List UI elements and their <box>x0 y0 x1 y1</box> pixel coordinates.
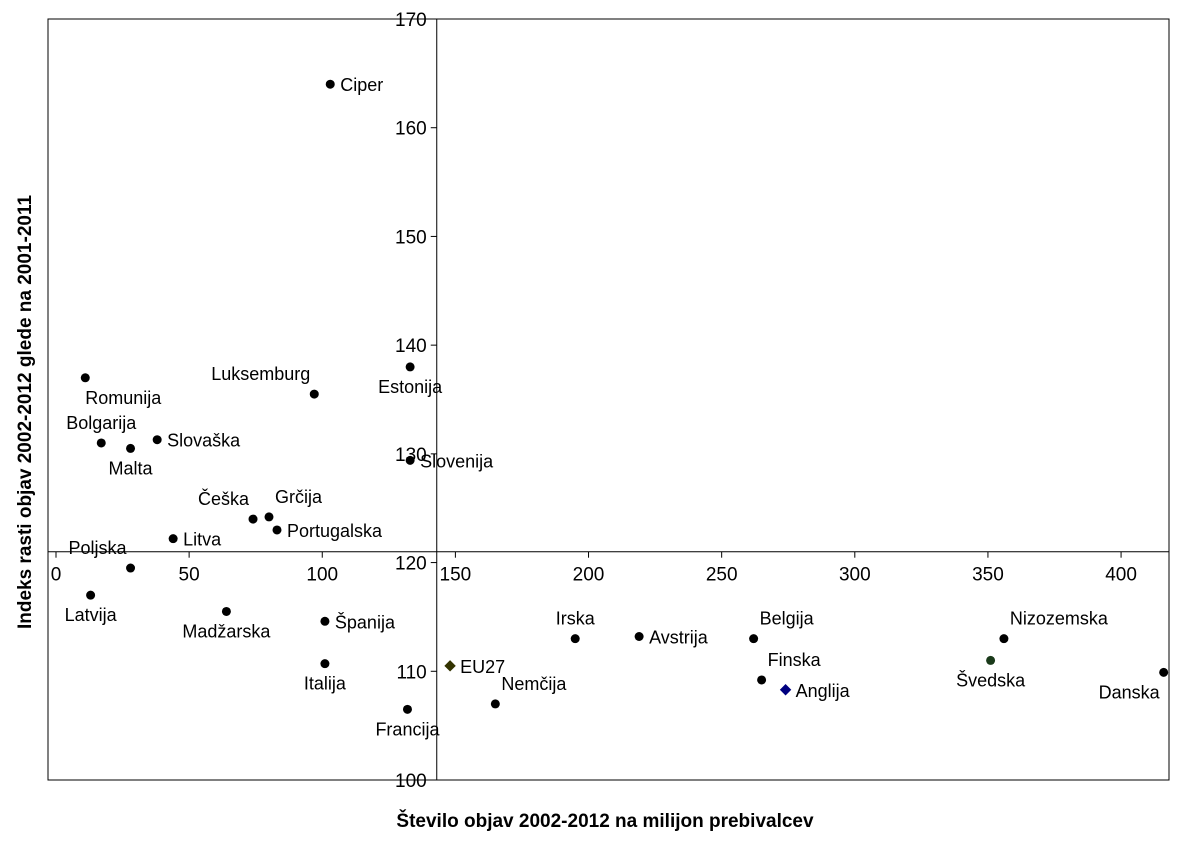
x-tick-label: 50 <box>179 565 200 586</box>
data-point-luksemburg <box>309 389 319 399</box>
data-label-eu27: EU27 <box>460 657 505 677</box>
data-label-ciper: Ciper <box>340 75 383 95</box>
data-label-litva: Litva <box>183 530 222 550</box>
data-point-svedska <box>986 655 996 665</box>
data-label-nemcija: Nemčija <box>501 674 567 694</box>
data-point-italija <box>320 659 330 669</box>
y-tick-label: 130 <box>395 445 427 466</box>
data-label-avstrija: Avstrija <box>649 627 709 647</box>
data-point-latvija <box>86 590 96 600</box>
data-point-irska <box>570 634 580 644</box>
data-point-spanija <box>320 616 330 626</box>
x-tick-label: 300 <box>839 565 871 586</box>
data-label-finska: Finska <box>768 650 822 670</box>
points-layer: Ciper Estonija Luksemburg Romunija Bolgarija… <box>65 75 1169 739</box>
y-tick-label: 160 <box>395 119 427 140</box>
data-point-avstrija <box>634 631 644 641</box>
y-tick-label: 110 <box>396 662 426 683</box>
data-point-finska <box>757 675 767 685</box>
data-label-estonija: Estonija <box>378 377 443 397</box>
data-point-romunija <box>80 373 90 383</box>
data-label-spanija: Španija <box>335 611 396 632</box>
data-point-grcija <box>264 512 274 522</box>
y-tick-label: 120 <box>395 554 427 575</box>
data-point-madzarska <box>221 606 231 616</box>
x-tick-label: 0 <box>51 565 62 586</box>
y-tick-label: 170 <box>395 10 427 31</box>
data-point-malta <box>126 443 136 453</box>
data-label-svedska: Švedska <box>956 669 1026 690</box>
data-point-nemcija <box>490 699 500 709</box>
data-label-latvija: Latvija <box>65 605 118 625</box>
data-point-litva <box>168 534 178 544</box>
y-axis-title: Indeks rasti objav 2002-2012 glede na 20… <box>15 195 36 630</box>
x-tick-label: 100 <box>306 565 338 586</box>
data-label-malta: Malta <box>109 458 154 478</box>
x-tick-label: 150 <box>440 565 472 586</box>
data-label-slovenija: Slovenija <box>420 451 494 471</box>
data-point-slovenija <box>405 455 415 465</box>
data-point-portugalska <box>272 525 282 535</box>
axes-layer: 100 110 120 130 140 150 160 170 0 50 100 150 200 250 3… <box>48 10 1169 792</box>
x-tick-label: 200 <box>573 565 605 586</box>
x-tick-label: 250 <box>706 565 738 586</box>
data-label-italija: Italija <box>304 674 347 694</box>
data-label-francija: Francija <box>375 719 440 739</box>
data-label-poljska: Poljska <box>69 538 128 558</box>
data-label-irska: Irska <box>556 609 596 629</box>
y-tick-label: 100 <box>395 771 427 792</box>
data-point-ciper <box>325 79 335 89</box>
data-point-anglija <box>779 684 792 696</box>
plot-area-border <box>47 18 1170 781</box>
data-point-francija <box>402 704 412 714</box>
data-point-belgija <box>749 634 759 644</box>
data-label-romunija: Romunija <box>85 388 162 408</box>
data-point-poljska <box>126 563 136 573</box>
data-label-grcija: Grčija <box>275 487 323 507</box>
data-label-ceska: Češka <box>198 488 250 509</box>
data-label-madzarska: Madžarska <box>182 621 271 641</box>
x-tick-label: 400 <box>1105 565 1137 586</box>
data-label-portugalska: Portugalska <box>287 521 383 541</box>
data-point-estonija <box>405 362 415 372</box>
data-label-anglija: Anglija <box>796 681 851 701</box>
data-point-slovaska <box>152 435 162 445</box>
x-tick-label: 350 <box>972 565 1004 586</box>
data-point-danska <box>1159 667 1169 677</box>
data-label-nizozemska: Nizozemska <box>1010 609 1109 629</box>
x-axis-title: Število objav 2002-2012 na milijon prebi… <box>396 810 814 832</box>
data-label-slovaska: Slovaška <box>167 431 241 451</box>
data-label-bolgarija: Bolgarija <box>66 413 137 433</box>
data-point-bolgarija <box>96 438 106 448</box>
y-tick-label: 140 <box>395 336 427 357</box>
data-point-eu27 <box>444 660 456 672</box>
data-label-belgija: Belgija <box>760 609 815 629</box>
data-point-ceska <box>248 514 258 524</box>
data-label-luksemburg: Luksemburg <box>211 364 310 384</box>
y-tick-label: 150 <box>395 227 427 248</box>
data-point-nizozemska <box>999 634 1009 644</box>
data-label-danska: Danska <box>1099 682 1161 702</box>
